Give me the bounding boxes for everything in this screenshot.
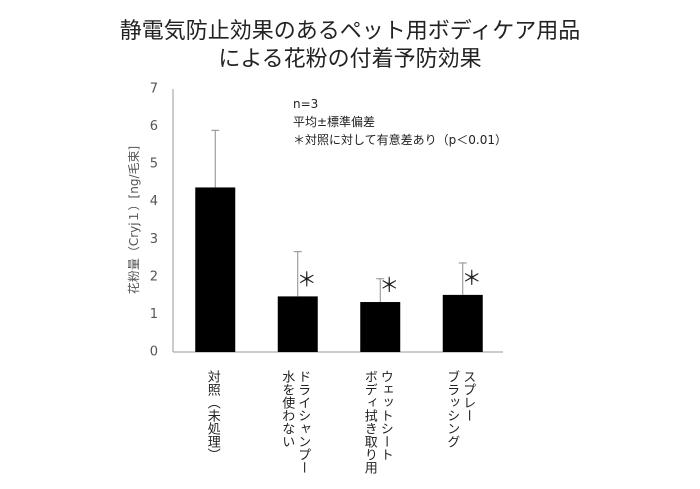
bar [360, 302, 401, 352]
x-tick-label: ボディ拭き取り用 [362, 370, 378, 475]
annotation: 平均±標準偏差 [293, 114, 375, 129]
bar [277, 296, 318, 352]
significance-mark: ＊ [379, 273, 399, 297]
y-tick-label: 0 [150, 345, 158, 360]
y-tick-label: 5 [150, 157, 158, 172]
y-tick-label: 3 [150, 232, 158, 247]
x-tick-label: 水を使わない [279, 370, 295, 448]
annotation: ＊対照に対して有意差あり（p＜0.01） [293, 132, 507, 147]
x-tick-label: ウェットシート [378, 370, 393, 461]
significance-mark: ＊ [297, 267, 317, 291]
y-tick-label: 1 [150, 307, 158, 322]
bar [442, 294, 483, 352]
x-tick-label: ブラッシング [444, 369, 460, 448]
y-tick-label: 6 [150, 119, 158, 134]
y-tick-label: 2 [150, 269, 158, 284]
x-tick-label: ドライシャンプー [295, 370, 310, 474]
significance-mark: ＊ [462, 266, 482, 290]
y-axis-label: 花粉量（Cryj１）[ng/毛束] [126, 146, 141, 294]
x-tick-label: 対照（未処理） [205, 370, 221, 461]
chart-title: による花粉の付着予防効果 [218, 47, 481, 72]
annotation: n=3 [293, 97, 318, 111]
bar [195, 187, 236, 352]
y-tick-label: 7 [150, 82, 158, 97]
x-tick-label: スプレー [460, 370, 475, 422]
y-tick-label: 4 [150, 194, 158, 209]
chart-title: 静電気防止効果のあるペット用ボディケア用品 [120, 19, 580, 44]
